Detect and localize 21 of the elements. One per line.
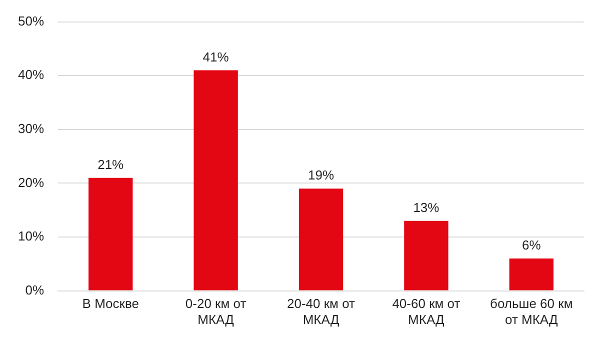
- y-tick-label: 50%: [18, 13, 44, 28]
- bar: [509, 258, 554, 290]
- data-label: 41%: [202, 49, 230, 64]
- data-label: 21%: [98, 156, 124, 172]
- x-tick-label: 0-20 км от МКАД: [185, 296, 246, 327]
- x-tick-label: 20-40 км от МКАД: [287, 296, 356, 327]
- bar: [404, 220, 448, 290]
- data-label: 6%: [522, 238, 542, 253]
- y-tick-label: 0%: [25, 282, 44, 298]
- y-tick-label: 40%: [18, 67, 44, 82]
- bar: [194, 70, 238, 290]
- x-tick-label: В Москве: [82, 296, 139, 312]
- x-tick-label: больше 60 км от МКАД: [490, 296, 573, 327]
- x-tick-label: 40-60 км от МКАД: [392, 296, 460, 327]
- bar: [298, 188, 344, 290]
- y-tick-label: 20%: [18, 174, 44, 190]
- data-label: 19%: [308, 168, 334, 183]
- data-label: 13%: [413, 200, 440, 215]
- y-tick-label: 10%: [18, 228, 44, 244]
- y-tick-label: 30%: [18, 120, 44, 136]
- bar: [88, 178, 133, 290]
